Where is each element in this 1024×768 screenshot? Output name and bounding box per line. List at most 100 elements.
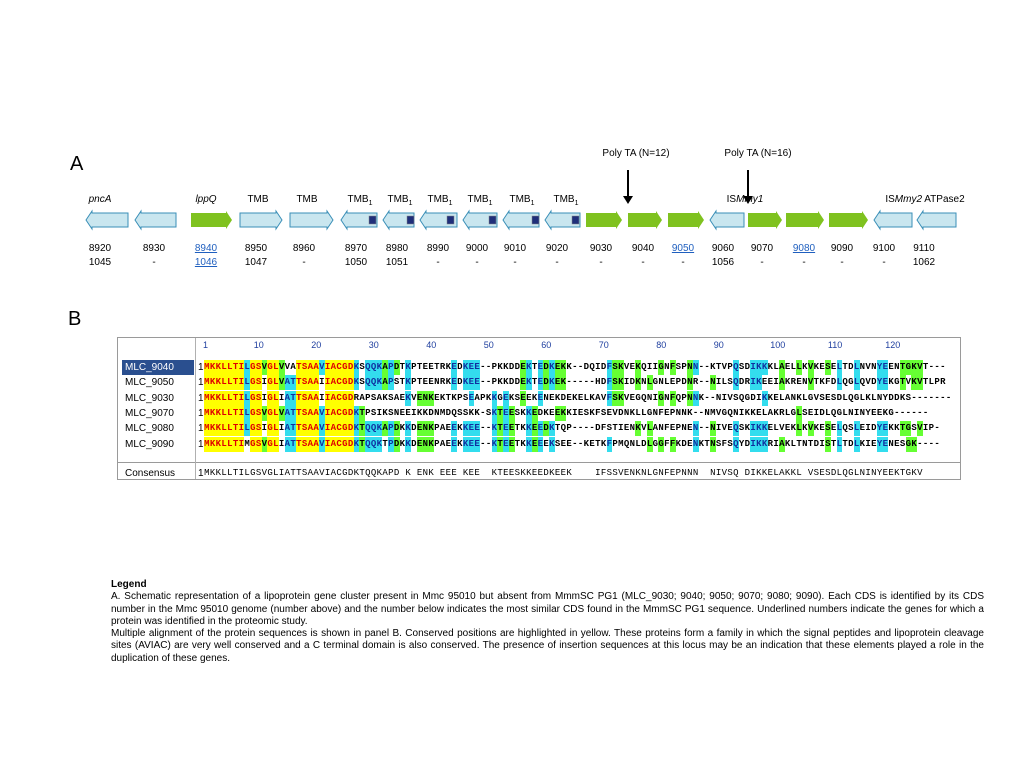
seq-start: 1 — [198, 377, 204, 389]
cds-number-bottom-5: - — [302, 257, 306, 268]
gene-label-3: TMB — [247, 194, 269, 205]
seq-name-mlc-9080[interactable]: MLC_9080 — [125, 423, 174, 435]
cds-number-bottom-9: - — [475, 257, 479, 268]
cds-number-bottom-3: 1046 — [194, 257, 218, 268]
legend-paragraph-a: A. Schematic representation of a lipopro… — [111, 591, 984, 627]
cds-number-top-6: 8970 — [344, 243, 368, 254]
gene-arrow-8 — [419, 209, 458, 231]
gene-arrow-14 — [668, 211, 704, 229]
cds-number-top-11: 9020 — [545, 243, 569, 254]
poly-ta-arrow-2 — [747, 170, 749, 198]
cds-number-top-16: 9070 — [750, 243, 774, 254]
consensus-separator — [118, 462, 960, 463]
seq-residues: MKKLLTILGSIGLVATTSAAIIACGDKSQQKAPSTKPTEE… — [204, 375, 946, 391]
gene-arrow-18 — [829, 211, 868, 229]
gene-arrow-15 — [709, 209, 745, 231]
seq-name-mlc-9030[interactable]: MLC_9030 — [125, 392, 174, 404]
gene-arrow-2 — [134, 209, 177, 231]
consensus-sequence: MKKLLTILGSVGLIATTSAAVIACGDKTQQKAPD K ENK… — [204, 468, 923, 478]
cds-number-top-8: 8990 — [426, 243, 450, 254]
seq-residues: MKKLLTIMGSVGLIATTSAAVIACGDKTQQKTPDKKDENK… — [204, 436, 940, 452]
gene-label-10: TMB1 — [553, 194, 579, 207]
cds-number-top-12: 9030 — [589, 243, 613, 254]
cds-number-top-18: 9090 — [830, 243, 854, 254]
gene-label-12: ISMmy2 ATPase2 — [885, 194, 965, 205]
gene-arrow-20 — [916, 209, 957, 231]
gene-map — [85, 209, 957, 231]
ruler-tick-50: 50 — [483, 340, 494, 350]
ruler-tick-1: 1 — [202, 340, 209, 350]
gene-arrow-7 — [382, 209, 415, 231]
cds-number-bottom-11: - — [555, 257, 559, 268]
cds-number-bottom-18: - — [840, 257, 844, 268]
gene-arrow-19 — [873, 209, 913, 231]
cds-number-bottom-7: 1051 — [385, 257, 409, 268]
gene-label-4: TMB — [296, 194, 318, 205]
ruler-tick-70: 70 — [598, 340, 609, 350]
ruler-tick-20: 20 — [311, 340, 322, 350]
ruler-tick-10: 10 — [253, 340, 264, 350]
panel-b-label: B — [68, 308, 82, 330]
cds-number-top-15: 9060 — [711, 243, 735, 254]
cds-number-top-3: 8940 — [194, 243, 218, 254]
legend: Legend A. Schematic representation of a … — [111, 579, 984, 665]
cds-number-top-10: 9010 — [503, 243, 527, 254]
tmb1-marker-3 — [446, 215, 455, 225]
seq-name-mlc-9040[interactable]: MLC_9040 — [122, 360, 194, 375]
consensus-start: 1 — [198, 468, 204, 479]
tmb1-marker-5 — [531, 215, 540, 225]
alignment-panel: 1 10 20 30 40 50 60 70 80 90 100 110 120 MLC_9040 1 MK… — [117, 337, 961, 480]
cds-number-bottom-19: - — [882, 257, 886, 268]
poly-ta-label-1: Poly TA (N=12) — [602, 148, 670, 159]
cds-number-bottom-17: - — [802, 257, 806, 268]
cds-number-bottom-12: - — [599, 257, 603, 268]
gene-arrow-16 — [748, 211, 782, 229]
gene-arrow-6 — [340, 209, 378, 231]
seq-start: 1 — [198, 362, 204, 373]
seq-residues: MKKLLTILGSVGLVATTSAAVIACGDKTPSIKSNEEIKKD… — [204, 405, 929, 421]
tmb1-marker-6 — [571, 215, 580, 225]
legend-heading: Legend — [111, 579, 147, 590]
gene-arrow-13 — [628, 211, 662, 229]
gene-label-7: TMB1 — [427, 194, 453, 207]
gene-label-1: pncA — [88, 194, 112, 205]
tmb1-marker-2 — [406, 215, 415, 225]
cds-number-top-2: 8930 — [142, 243, 166, 254]
gene-arrow-5 — [289, 209, 334, 231]
gene-arrow-12 — [586, 211, 622, 229]
gene-arrow-17 — [786, 211, 824, 229]
cds-number-bottom-8: - — [436, 257, 440, 268]
cds-number-top-17: 9080 — [792, 243, 816, 254]
seq-start: 1 — [198, 407, 204, 419]
seq-residues: MKKLLTILGSIGLIATTSAAVIACGDKTQQKAPDKKDENK… — [204, 421, 940, 437]
cds-number-bottom-16: - — [760, 257, 764, 268]
cds-number-top-19: 9100 — [872, 243, 896, 254]
seq-start: 1 — [198, 392, 204, 404]
cds-number-bottom-14: - — [681, 257, 685, 268]
seq-residues: MKKLLTILGSVGLVVATSAAVIACGDKSQQKAPDTKPTEE… — [204, 360, 946, 375]
cds-number-bottom-6: 1050 — [344, 257, 368, 268]
seq-name-mlc-9070[interactable]: MLC_9070 — [125, 407, 174, 419]
panel-a-label: A — [70, 153, 84, 175]
ruler-tick-110: 110 — [827, 340, 843, 350]
cds-number-top-20: 9110 — [913, 243, 935, 254]
gene-arrow-3 — [191, 211, 232, 229]
poly-ta-arrowhead-1 — [623, 196, 633, 204]
ruler-tick-80: 80 — [656, 340, 667, 350]
cds-number-bottom-10: - — [513, 257, 517, 268]
gene-arrow-4 — [239, 209, 283, 231]
cds-number-bottom-2: - — [152, 257, 156, 268]
cds-number-bottom-4: 1047 — [244, 257, 268, 268]
ruler-tick-40: 40 — [426, 340, 437, 350]
tmb1-marker-4 — [488, 215, 497, 225]
poly-ta-arrowhead-2 — [743, 196, 753, 204]
gene-arrow-1 — [85, 209, 129, 231]
ruler-tick-90: 90 — [713, 340, 724, 350]
seq-residues: MKKLLTILGSIGLIATTSAAIIACGDRAPSAKSAEKVENK… — [204, 390, 952, 406]
seq-name-mlc-9090[interactable]: MLC_9090 — [125, 438, 174, 450]
legend-paragraph-b: Multiple alignment of the protein sequen… — [111, 628, 984, 664]
cds-number-bottom-1: 1045 — [88, 257, 112, 268]
seq-name-mlc-9050[interactable]: MLC_9050 — [125, 377, 174, 389]
ruler-tick-30: 30 — [368, 340, 379, 350]
gene-label-6: TMB1 — [387, 194, 413, 207]
